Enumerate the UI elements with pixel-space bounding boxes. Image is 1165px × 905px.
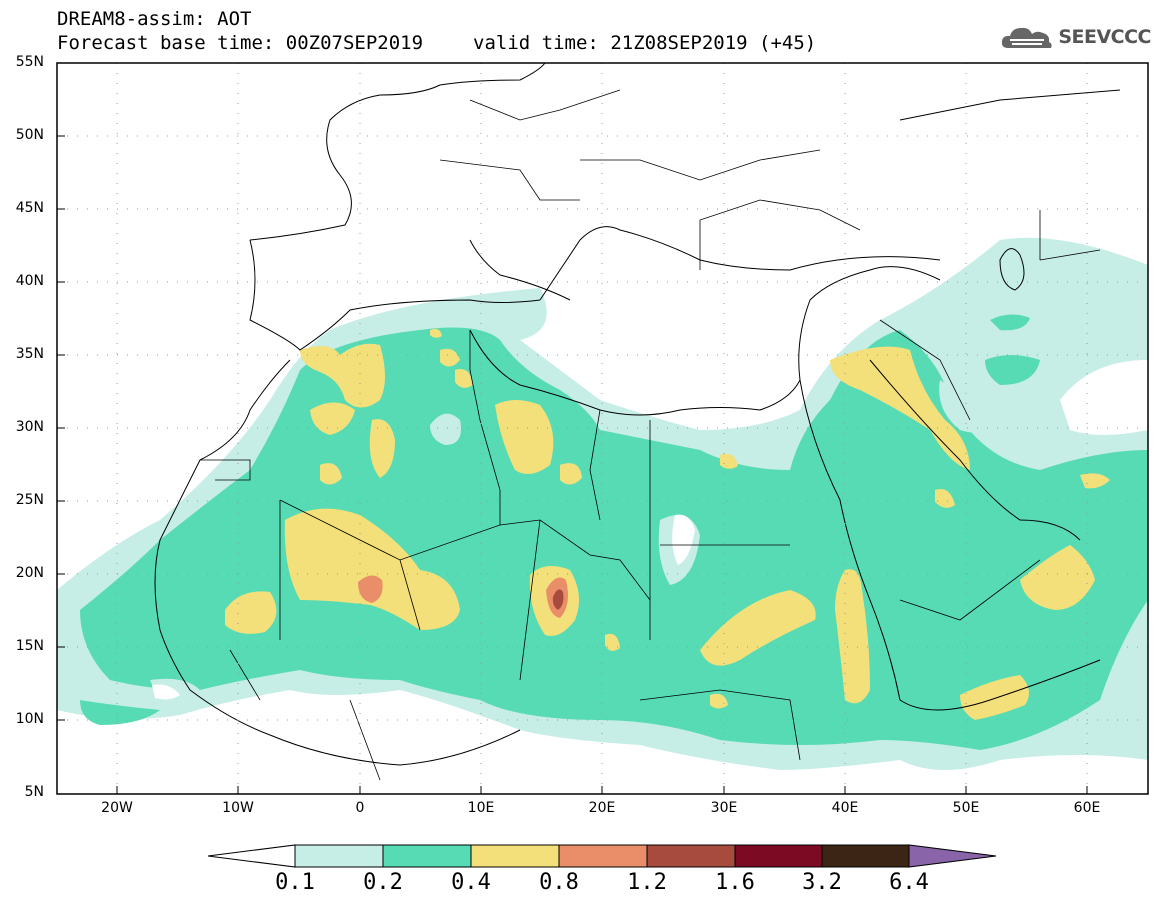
forecast-base-time: Forecast base time: 00Z07SEP2019 (57, 32, 424, 54)
aot-clear-holes (152, 360, 1148, 700)
colorbar-label: 1.2 (627, 870, 667, 895)
lat-label: 45N (15, 200, 44, 216)
lon-label: 50E (952, 800, 980, 816)
lat-label: 25N (15, 492, 44, 508)
colorbar-bin-7 (821, 844, 910, 868)
colorbar-bin-5 (646, 844, 736, 868)
logo-text: SEEVCCC (1058, 26, 1151, 48)
colorbar-label: 0.2 (363, 870, 403, 895)
lon-label: 10E (467, 800, 495, 816)
lat-label: 30N (15, 419, 44, 435)
lat-label: 5N (24, 784, 44, 800)
lat-label: 10N (15, 711, 44, 727)
lon-label: 60E (1073, 800, 1101, 816)
colorbar (207, 844, 997, 868)
aot-band-0-4 (225, 328, 1110, 720)
colorbar-under (207, 844, 296, 868)
axis-ticks (57, 135, 1088, 794)
lon-label: 20W (101, 800, 133, 816)
cloud-icon (1002, 27, 1052, 48)
colorbar-label: 3.2 (802, 870, 842, 895)
colorbar-label: 0.1 (275, 870, 315, 895)
lon-label: 10W (222, 800, 254, 816)
lat-label: 35N (15, 346, 44, 362)
map-subtitle: Forecast base time: 00Z07SEP2019 valid ti… (57, 32, 816, 54)
aot-band-1-2 (552, 589, 564, 610)
colorbar-label: 0.4 (451, 870, 491, 895)
colorbar-bin-1 (294, 844, 384, 868)
lon-label: 40E (831, 800, 859, 816)
aot-band-0-2 (80, 314, 1148, 750)
lat-label: 40N (15, 273, 44, 289)
seevccc-logo: SEEVCCC (1000, 22, 1151, 52)
colorbar-label: 1.6 (715, 870, 755, 895)
colorbar-bin-6 (734, 844, 823, 868)
lon-label: 20E (588, 800, 616, 816)
country-borders (200, 89, 1101, 781)
lon-label: 0 (355, 800, 365, 816)
lat-label: 55N (15, 54, 44, 70)
colorbar-over (908, 844, 997, 868)
lat-label: 20N (15, 565, 44, 581)
colorbar-label: 0.8 (539, 870, 579, 895)
lat-label: 15N (15, 638, 44, 654)
colorbar-bin-2 (382, 844, 472, 868)
lat-label: 50N (15, 127, 44, 143)
map-title: DREAM8-assim: AOT (57, 8, 252, 30)
colorbar-bin-3 (470, 844, 560, 868)
colorbar-bin-4 (558, 844, 648, 868)
lon-label: 30E (710, 800, 738, 816)
valid-time: valid time: 21Z08SEP2019 (+45) (473, 32, 817, 54)
coastlines (154, 63, 1121, 766)
colorbar-label: 6.4 (889, 870, 929, 895)
